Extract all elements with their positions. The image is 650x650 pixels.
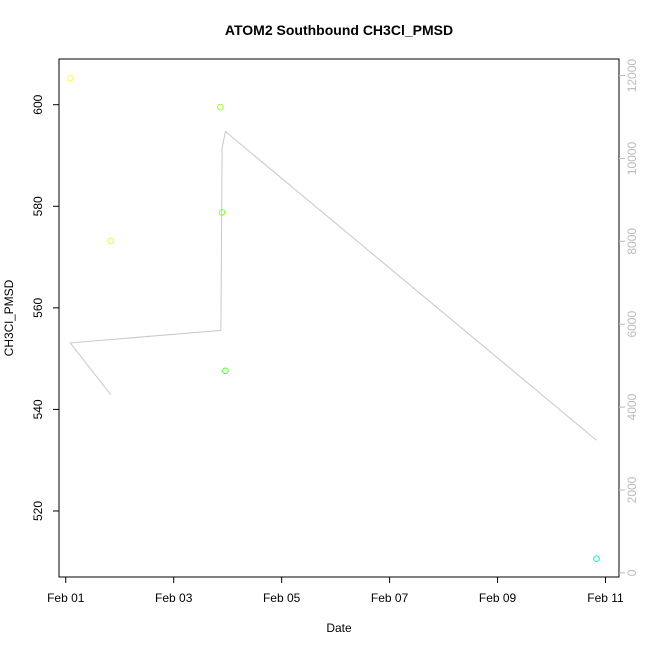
data-point — [593, 555, 600, 563]
x-tick-label: Feb 03 — [155, 591, 193, 605]
plot-area: Feb 01 Feb 03 Feb 05 Feb 07 Feb 09 Feb 11 520 5… — [31, 58, 639, 605]
chart-title: ATOM2 Southbound CH3Cl_PMSD — [225, 22, 453, 38]
y-tick-label: 560 — [31, 297, 45, 317]
data-point — [66, 75, 74, 82]
y-tick-label: 600 — [31, 94, 45, 114]
x-tick-label: Feb 11 — [587, 591, 624, 605]
y2-tick-label: 0 — [625, 569, 639, 576]
y2-tick-label: 8000 — [625, 228, 639, 255]
y-tick-label: 540 — [31, 399, 45, 419]
x-tick-label: Feb 05 — [263, 591, 301, 605]
y-tick-label: 580 — [31, 196, 45, 216]
y2-tick-label: 6000 — [625, 311, 639, 338]
data-point — [107, 237, 114, 245]
y2-tick-label: 2000 — [625, 476, 639, 503]
x-tick-label: Feb 07 — [371, 591, 409, 605]
y2-tick-label: 10000 — [625, 141, 639, 175]
x-axis-label: Date — [326, 621, 352, 635]
x-tick-label: Feb 01 — [47, 591, 85, 605]
y2-tick-label: 4000 — [625, 393, 639, 420]
y-tick-label: 520 — [31, 501, 45, 521]
plot-frame — [58, 58, 620, 578]
x-tick-label: Feb 09 — [479, 591, 517, 605]
data-point — [218, 209, 226, 216]
y-axis-label: CH3Cl_PMSD — [2, 279, 16, 356]
secondary-series-line — [69, 130, 597, 441]
y2-tick-label: 12000 — [625, 59, 639, 93]
data-point — [217, 103, 224, 111]
data-point — [222, 367, 229, 375]
